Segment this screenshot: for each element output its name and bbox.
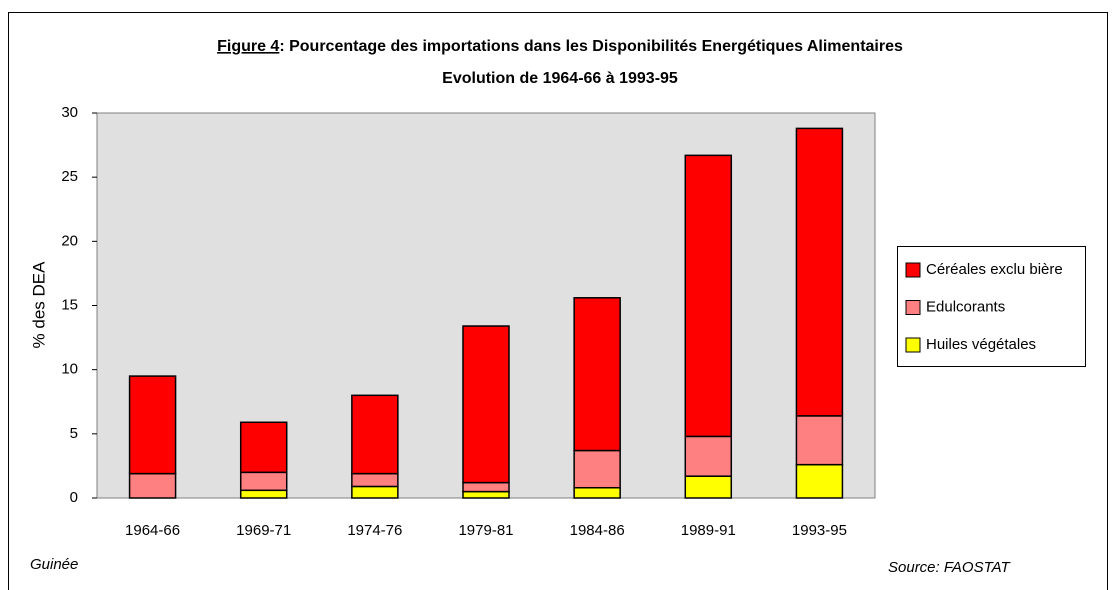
legend-label: Céréales exclu bière	[926, 261, 1063, 278]
legend-swatch	[905, 262, 921, 278]
bar-segment	[462, 490, 510, 499]
y-tick-label: 25	[61, 168, 78, 185]
bar-segment	[684, 475, 733, 499]
y-axis-label: % des DEA	[29, 261, 48, 349]
bar-segment	[684, 154, 733, 438]
bar-segment	[573, 486, 621, 499]
bar-segment	[462, 481, 510, 493]
bar-segment	[795, 415, 844, 466]
source: Source: FAOSTAT	[888, 559, 1012, 576]
y-tick-label: 10	[61, 361, 78, 378]
x-tick-label: 1974-76	[347, 522, 402, 539]
bar-segment	[573, 449, 621, 489]
x-tick-label: 1993-95	[792, 522, 847, 539]
bar-segment	[684, 435, 733, 477]
y-tick-label: 0	[70, 489, 78, 506]
legend-swatch	[905, 300, 921, 315]
bar-segment	[128, 375, 177, 475]
y-tick-label: 15	[61, 296, 78, 313]
y-tick-label: 30	[61, 104, 78, 121]
y-tick-label: 20	[61, 232, 78, 249]
bar-segment	[573, 297, 621, 452]
bar-segment	[795, 463, 844, 499]
x-tick-label: 1969-71	[236, 522, 291, 539]
x-tick-label: 1984-86	[570, 522, 625, 539]
bar-segment	[239, 489, 288, 499]
bar-segment	[239, 421, 288, 474]
legend-label: Edulcorants	[926, 298, 1005, 315]
x-tick-label: 1979-81	[458, 522, 513, 539]
bar-segment	[351, 472, 399, 488]
x-tick-label: 1989-91	[681, 522, 736, 539]
legend	[897, 246, 1086, 367]
bar-segment	[351, 485, 399, 499]
x-tick-label: 1964-66	[125, 522, 180, 539]
bar-segment	[462, 325, 510, 484]
legend-label: Huiles végétales	[926, 336, 1036, 353]
bar-segment	[795, 127, 844, 417]
bar-segment	[351, 394, 399, 475]
y-tick-label: 5	[70, 425, 78, 442]
chart-subtitle: Evolution de 1964-66 à 1993-95	[442, 70, 678, 87]
legend-swatch	[905, 337, 921, 353]
bar-segment	[239, 471, 288, 492]
note: Guinée	[30, 556, 78, 573]
chart-title: Figure 4: Pourcentage des importations d…	[217, 38, 903, 55]
bar-segment	[128, 472, 177, 499]
